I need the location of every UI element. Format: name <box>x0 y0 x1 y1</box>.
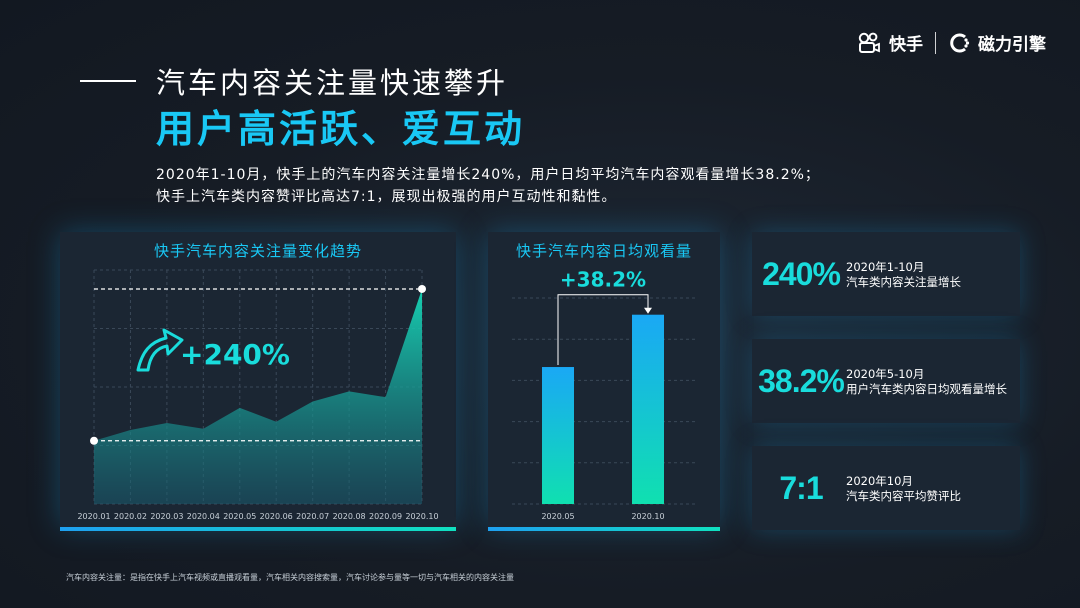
x-tick-label: 2020.02 <box>114 512 147 521</box>
stat-value: 240% <box>762 255 841 292</box>
stat-card-like-comment-ratio: 7:1 2020年10月 汽车类内容平均赞评比 <box>752 446 1020 530</box>
brand-magnetic-text: 磁力引擎 <box>978 35 1046 55</box>
bar <box>542 367 574 504</box>
area-annotation: +240% <box>180 338 290 371</box>
title-dash <box>80 80 136 82</box>
page-subtitle: 用户高活跃、爱互动 <box>156 107 526 151</box>
x-tick-label: 2020.08 <box>333 512 366 521</box>
area-chart-title: 快手汽车内容关注量变化趋势 <box>153 242 362 260</box>
bar-chart-panel: 快手汽车内容日均观看量 +38.2% 2020.05 2020.10 <box>488 232 720 531</box>
description-line-1: 2020年1-10月，快手上的汽车内容关注量增长240%，用户日均平均汽车内容观… <box>156 167 820 183</box>
x-tick-label: 2020.05 <box>223 512 256 521</box>
brand-separator <box>935 31 936 54</box>
x-tick-label: 2020.05 <box>541 512 574 521</box>
area-series-fill <box>94 288 422 504</box>
stat-value: 38.2% <box>758 362 845 399</box>
area-chart-panel: 快手汽车内容关注量变化趋势 +240% 2020.01 2020.02 2020.0… <box>60 232 456 531</box>
x-tick-label: 2020.06 <box>260 512 293 521</box>
magnetic-engine-logo-icon <box>950 33 970 52</box>
stat-value: 7:1 <box>779 469 823 506</box>
area-panel-accent-bar <box>60 527 456 531</box>
x-tick-label: 2020.09 <box>369 512 402 521</box>
page-title: 汽车内容关注量快速攀升 <box>156 66 509 100</box>
x-tick-label: 2020.04 <box>187 512 220 521</box>
bar-chart: +38.2% 2020.05 2020.10 <box>512 268 696 521</box>
footnote: 汽车内容关注量：是指在快手上汽车视频或直播观看量，汽车相关内容搜索量，汽车讨论参… <box>66 573 514 582</box>
stat-caption: 2020年1-10月 汽车类内容关注量增长 <box>846 260 961 290</box>
stat-label: 汽车类内容关注量增长 <box>846 275 961 289</box>
stat-label: 汽车类内容平均赞评比 <box>846 489 961 503</box>
brand-kuaishou-text: 快手 <box>889 35 923 55</box>
stat-period: 2020年5-10月 <box>846 367 925 381</box>
description: 2020年1-10月，快手上的汽车内容关注量增长240%，用户日均平均汽车内容观… <box>156 164 1016 208</box>
x-tick-label: 2020.01 <box>77 512 110 521</box>
x-tick-label: 2020.10 <box>631 512 664 521</box>
x-tick-label: 2020.10 <box>405 512 438 521</box>
bar-panel-accent-bar <box>488 527 720 531</box>
stat-caption: 2020年10月 汽车类内容平均赞评比 <box>846 474 961 504</box>
bar-annotation: +38.2% <box>560 268 646 292</box>
x-tick-label: 2020.07 <box>296 512 329 521</box>
growth-connector <box>557 294 649 366</box>
brand-logo: 快手 磁力引擎 <box>857 30 1046 55</box>
bar <box>632 314 664 504</box>
stat-label: 用户汽车类内容日均观看量增长 <box>846 382 1007 396</box>
connector-arrowhead-icon <box>644 307 652 314</box>
x-tick-label: 2020.03 <box>150 512 183 521</box>
bar-chart-title: 快手汽车内容日均观看量 <box>515 242 692 260</box>
growth-arrow-icon <box>136 328 184 372</box>
stat-period: 2020年10月 <box>846 474 913 488</box>
stat-card-follow-growth: 240% 2020年1-10月 汽车类内容关注量增长 <box>752 232 1020 316</box>
stat-card-view-growth: 38.2% 2020年5-10月 用户汽车类内容日均观看量增长 <box>752 339 1020 423</box>
stat-caption: 2020年5-10月 用户汽车类内容日均观看量增长 <box>846 367 1007 397</box>
area-chart: +240% 2020.01 2020.02 2020.03 2020.04 2020.0… <box>77 269 439 521</box>
end-point-marker <box>418 284 426 293</box>
kuaishou-logo-icon <box>858 32 880 53</box>
stat-period: 2020年1-10月 <box>846 260 925 274</box>
description-line-2: 快手上汽车类内容赞评比高达7:1，展现出极强的用户互动性和黏性。 <box>156 189 617 205</box>
start-point-marker <box>90 436 98 445</box>
